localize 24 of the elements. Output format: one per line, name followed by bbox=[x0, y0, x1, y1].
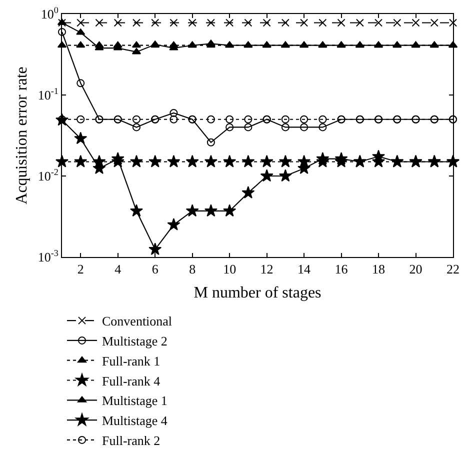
x-tick-label: 16 bbox=[334, 262, 348, 277]
legend-label: Multistage 4 bbox=[102, 413, 168, 428]
x-tick-label: 22 bbox=[446, 262, 460, 277]
legend-label: Full-rank 2 bbox=[102, 433, 160, 448]
y-tick-label: 10$^{0}$ bbox=[40, 5, 59, 22]
x-tick-label: 18 bbox=[372, 262, 386, 277]
x-tick-label: 12 bbox=[260, 262, 274, 277]
legend-label: Full-rank 4 bbox=[102, 373, 161, 388]
x-axis-title: M number of stages bbox=[194, 284, 322, 302]
y-tick-label: 10$^{-1}$ bbox=[38, 86, 58, 103]
x-tick-label: 2 bbox=[77, 262, 84, 277]
legend-label: Multistage 1 bbox=[102, 393, 168, 408]
y-tick-label: 10$^{-2}$ bbox=[38, 167, 59, 184]
y-axis-title: Acquisition error rate bbox=[14, 66, 31, 204]
x-tick-label: 4 bbox=[114, 262, 122, 277]
x-tick-label: 14 bbox=[298, 262, 312, 277]
legend-label: Conventional bbox=[102, 314, 172, 329]
x-tick-label: 8 bbox=[189, 262, 196, 277]
legend-label: Multistage 2 bbox=[102, 334, 168, 349]
x-tick-label: 6 bbox=[152, 262, 159, 277]
y-tick-label: 10$^{-3}$ bbox=[38, 248, 59, 265]
x-tick-label: 10 bbox=[223, 262, 236, 277]
legend-label: Full-rank 1 bbox=[102, 353, 160, 368]
x-tick-label: 20 bbox=[409, 262, 422, 277]
